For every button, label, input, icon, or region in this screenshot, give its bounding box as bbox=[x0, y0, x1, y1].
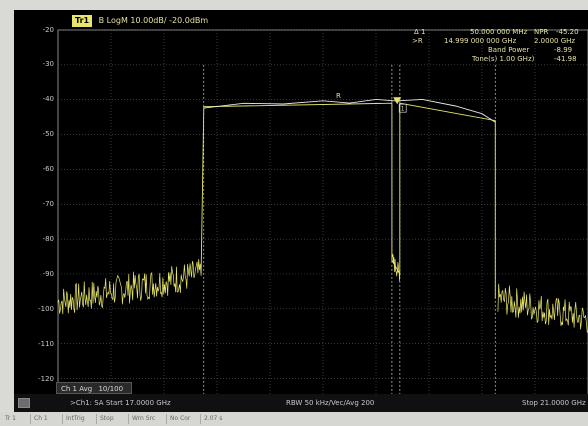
ref-span: 2.0000 GHz bbox=[534, 37, 576, 45]
spectrum-plot: 1 bbox=[57, 29, 588, 397]
average-channel: Ch 1 Avg bbox=[61, 385, 93, 393]
trace-format: B LogM 10.00dB/ -20.0dBm bbox=[98, 16, 209, 25]
channel-status-icon[interactable] bbox=[18, 398, 30, 408]
y-tick-label: -30 bbox=[42, 60, 54, 68]
tone-value: -41.98 bbox=[554, 55, 577, 63]
noise-floor-trace bbox=[57, 259, 202, 315]
band-power-value: -8.99 bbox=[554, 46, 573, 54]
marker-box bbox=[398, 103, 407, 113]
ref-frequency: 14.999 000 000 GHz bbox=[444, 37, 517, 45]
analyzer-screen: 1 Tr1 B LogM 10.00dB/ -20.0dBm -20 -30 -… bbox=[14, 10, 588, 412]
marker-box-label: 1 bbox=[401, 106, 405, 113]
channel-start-info[interactable]: >Ch1: SA Start 17.0000 GHz bbox=[70, 399, 171, 407]
y-tick-label: -50 bbox=[42, 130, 54, 138]
delta-frequency: 50.000 000 MHz bbox=[470, 28, 528, 36]
trace-badge[interactable]: Tr1 bbox=[72, 15, 93, 27]
y-tick-label: -80 bbox=[42, 235, 54, 243]
ref-label: >R bbox=[412, 37, 423, 45]
npr-label: NPR bbox=[534, 28, 549, 36]
y-tick-label: -120 bbox=[38, 375, 54, 383]
status-sweep-time[interactable]: 2.07 s bbox=[200, 414, 225, 424]
y-tick-label: -110 bbox=[38, 340, 54, 348]
stop-info[interactable]: Stop 21.0000 GHz bbox=[522, 399, 586, 407]
notch-trace bbox=[391, 253, 401, 282]
status-correction[interactable]: No Cor bbox=[166, 414, 193, 424]
y-tick-label: -40 bbox=[42, 95, 54, 103]
y-tick-label: -70 bbox=[42, 200, 54, 208]
y-tick-label: -100 bbox=[38, 305, 54, 313]
status-source[interactable]: Wrn Src bbox=[128, 414, 158, 424]
tone-label: Tone(s) 1.00 GHz) bbox=[472, 55, 535, 63]
status-bar: Tr 1 Ch 1 IntTrig Stop Wrn Src No Cor 2.… bbox=[0, 412, 588, 426]
delta-label: Δ 1 bbox=[414, 28, 426, 36]
reference-marker bbox=[393, 97, 402, 105]
average-count: 10/100 bbox=[98, 385, 124, 393]
status-channel[interactable]: Ch 1 bbox=[30, 414, 51, 424]
rbw-info[interactable]: RBW 50 kHz/Vec/Avg 200 bbox=[286, 399, 375, 407]
y-tick-label: -60 bbox=[42, 165, 54, 173]
y-tick-label: -90 bbox=[42, 270, 54, 278]
band-power-trace bbox=[203, 98, 496, 123]
average-indicator[interactable]: Ch 1 Avg 10/100 bbox=[56, 382, 133, 394]
status-trace[interactable]: Tr 1 bbox=[5, 415, 16, 422]
marker-name: R bbox=[336, 92, 341, 100]
channel-footer: >Ch1: SA Start 17.0000 GHz RBW 50 kHz/Ve… bbox=[14, 394, 588, 412]
npr-value: -45.20 bbox=[556, 28, 579, 36]
signal-trace bbox=[200, 102, 496, 299]
status-trigger[interactable]: IntTrig bbox=[62, 414, 88, 424]
noise-floor-trace bbox=[497, 283, 588, 334]
band-power-label: Band Power bbox=[488, 46, 530, 54]
status-sweep[interactable]: Stop bbox=[96, 414, 117, 424]
y-tick-label: -20 bbox=[42, 26, 54, 34]
trace-label[interactable]: Tr1 B LogM 10.00dB/ -20.0dBm bbox=[72, 15, 208, 27]
